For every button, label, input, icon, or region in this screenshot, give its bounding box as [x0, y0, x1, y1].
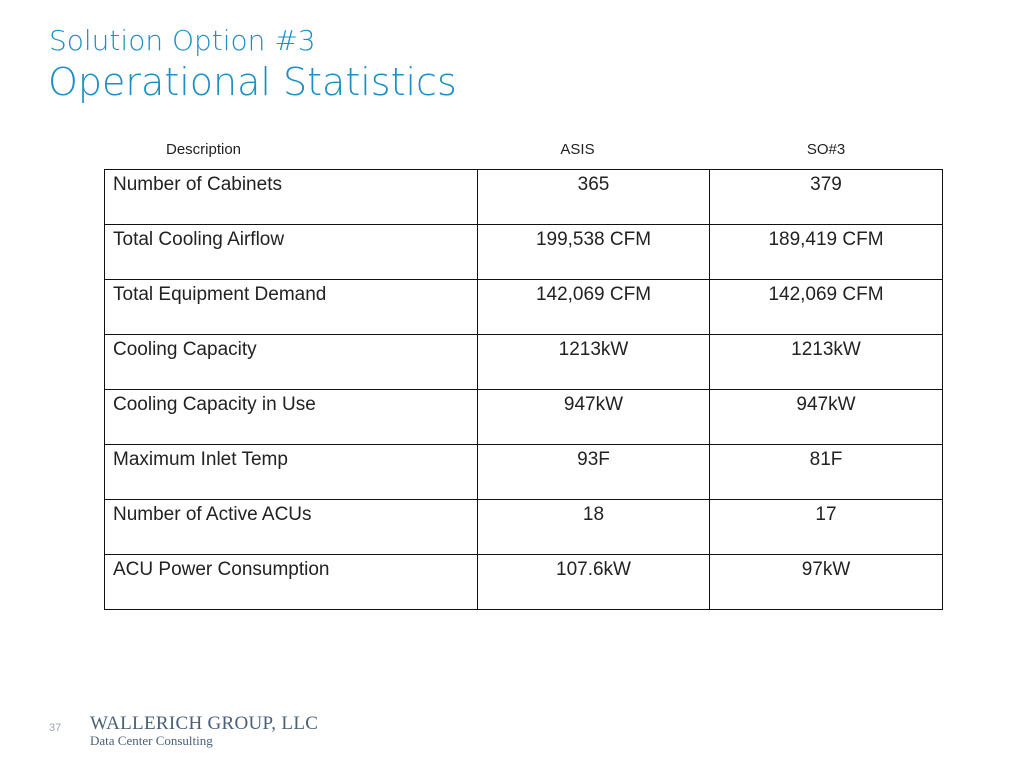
description-cell: ACU Power Consumption	[104, 554, 478, 610]
operational-statistics-table: Number of Cabinets 365 379 Total Cooling…	[104, 169, 943, 610]
asis-cell: 107.6kW	[477, 554, 710, 610]
column-header-description: Description	[166, 141, 242, 158]
description-cell: Cooling Capacity in Use	[104, 389, 478, 445]
table-row: Cooling Capacity 1213kW 1213kW	[104, 334, 943, 390]
asis-cell: 199,538 CFM	[477, 224, 710, 280]
so3-cell: 947kW	[709, 389, 943, 445]
so3-cell: 17	[709, 499, 943, 555]
table-row: Total Cooling Airflow 199,538 CFM 189,41…	[104, 224, 943, 280]
company-name: WALLERICH GROUP, LLC	[90, 713, 319, 734]
description-cell: Total Cooling Airflow	[104, 224, 478, 280]
so3-cell: 189,419 CFM	[709, 224, 943, 280]
description-cell: Number of Active ACUs	[104, 499, 478, 555]
slide-title: Operational Statistics	[48, 60, 457, 104]
table-row: Maximum Inlet Temp 93F 81F	[104, 444, 943, 500]
description-cell: Number of Cabinets	[104, 169, 478, 225]
column-header-asis: ASIS	[560, 141, 595, 158]
column-header-so3: SO#3	[806, 141, 846, 158]
description-cell: Cooling Capacity	[104, 334, 478, 390]
asis-cell: 93F	[477, 444, 710, 500]
table-row: Cooling Capacity in Use 947kW 947kW	[104, 389, 943, 445]
asis-cell: 18	[477, 499, 710, 555]
asis-cell: 947kW	[477, 389, 710, 445]
so3-cell: 379	[709, 169, 943, 225]
description-cell: Total Equipment Demand	[104, 279, 478, 335]
slide-subtitle: Solution Option #3	[49, 24, 316, 57]
asis-cell: 365	[477, 169, 710, 225]
so3-cell: 81F	[709, 444, 943, 500]
asis-cell: 1213kW	[477, 334, 710, 390]
company-tagline: Data Center Consulting	[90, 733, 213, 748]
so3-cell: 1213kW	[709, 334, 943, 390]
company-logo: WALLERICH GROUP, LLC Data Center Consult…	[90, 714, 318, 748]
so3-cell: 142,069 CFM	[709, 279, 943, 335]
asis-cell: 142,069 CFM	[477, 279, 710, 335]
table-row: Number of Active ACUs 18 17	[104, 499, 943, 555]
table-row: Total Equipment Demand 142,069 CFM 142,0…	[104, 279, 943, 335]
so3-cell: 97kW	[709, 554, 943, 610]
description-cell: Maximum Inlet Temp	[104, 444, 478, 500]
page-number: 37	[49, 722, 62, 734]
table-row: ACU Power Consumption 107.6kW 97kW	[104, 554, 943, 610]
table-row: Number of Cabinets 365 379	[104, 169, 943, 225]
